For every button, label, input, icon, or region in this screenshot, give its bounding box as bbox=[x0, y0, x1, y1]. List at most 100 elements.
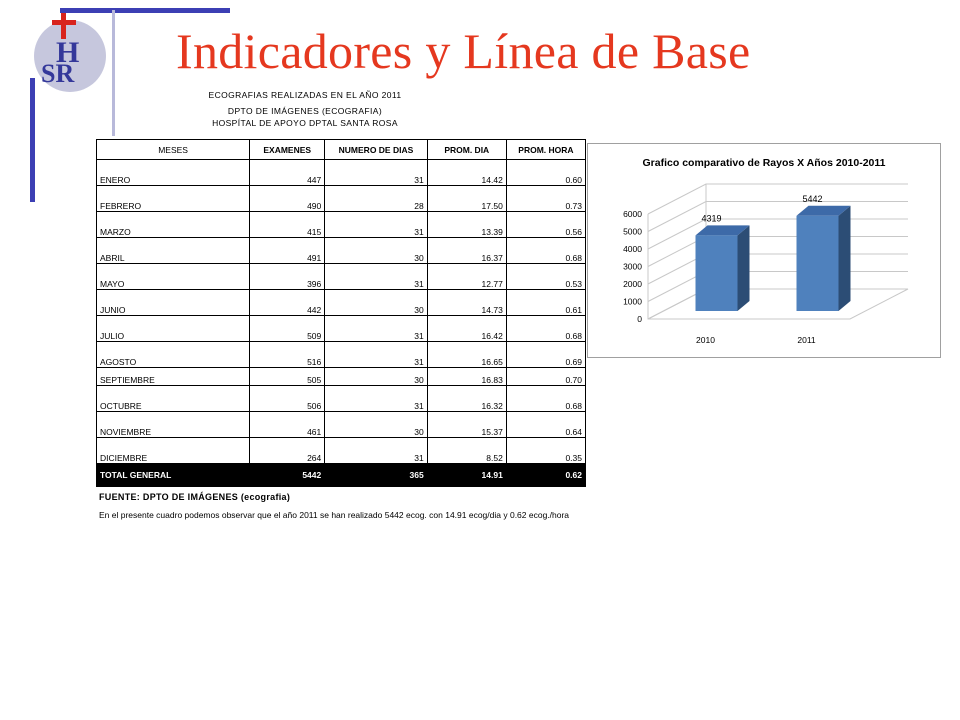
dias-cell: 30 bbox=[324, 411, 428, 438]
table-header-line3: HOSPÍTAL DE APOYO DPTAL SANTA ROSA bbox=[212, 118, 398, 128]
examenes-cell: 461 bbox=[249, 411, 326, 438]
chart-gridline bbox=[647, 271, 908, 302]
table-row: NOVIEMBRE 461 30 15.37 0.64 bbox=[95, 411, 587, 438]
chart-grid bbox=[647, 183, 909, 320]
chart-labels: 0 1000 2000 3000 4000 5000 6000 4319 2010 5442 201… bbox=[623, 194, 822, 345]
page-title: Indicadores y Línea de Base bbox=[176, 23, 751, 79]
month-cell: SEPTIEMBRE bbox=[95, 367, 251, 386]
prom-dia-cell: 16.32 bbox=[426, 385, 507, 412]
summary-note: En el presente cuadro podemos observar q… bbox=[99, 510, 570, 520]
chart-gridline bbox=[647, 288, 908, 320]
bar-front bbox=[695, 235, 738, 311]
dias-cell: 31 bbox=[324, 211, 428, 238]
table-row: SEPTIEMBRE 505 30 16.83 0.70 bbox=[95, 367, 587, 386]
dias-cell: 31 bbox=[324, 385, 428, 412]
table-row: MARZO 415 31 13.39 0.56 bbox=[95, 211, 587, 238]
examenes-cell: 442 bbox=[249, 289, 326, 316]
dias-cell: 28 bbox=[324, 185, 428, 212]
chart-bars bbox=[695, 205, 851, 311]
x-category-label: 2011 bbox=[797, 335, 816, 345]
examenes-cell: 491 bbox=[249, 237, 326, 264]
month-cell: AGOSTO bbox=[95, 341, 251, 368]
accent-bar-left bbox=[30, 78, 35, 202]
table-header-line1: ECOGRAFIAS REALIZADAS EN EL AÑO 2011 bbox=[208, 90, 402, 100]
ecografias-table: MESES EXAMENES NUMERO DE DIAS PROM. DIA … bbox=[95, 139, 587, 487]
prom-hora-cell: 0.73 bbox=[505, 185, 587, 212]
table-header-line2: DPTO DE IMÁGENES (ECOGRAFIA) bbox=[227, 106, 383, 116]
dias-cell: 30 bbox=[324, 237, 428, 264]
total-label-cell: TOTAL GENERAL bbox=[95, 463, 251, 487]
prom-hora-cell: 0.56 bbox=[505, 211, 587, 238]
table-row: AGOSTO 516 31 16.65 0.69 bbox=[95, 341, 587, 368]
dias-cell: 30 bbox=[324, 367, 428, 386]
month-cell: MAYO bbox=[95, 263, 251, 290]
total-examenes-cell: 5442 bbox=[249, 463, 326, 487]
column-header: NUMERO DE DIAS bbox=[324, 139, 428, 160]
chart-gridline bbox=[647, 183, 908, 215]
table-row: ENERO 447 31 14.42 0.60 bbox=[95, 159, 587, 186]
bar-top bbox=[695, 225, 750, 236]
logo-letter-h: H bbox=[56, 36, 79, 69]
chart-floor bbox=[647, 288, 909, 320]
dias-cell: 30 bbox=[324, 289, 428, 316]
accent-bar-vertical-light bbox=[112, 10, 115, 136]
total-dias-cell: 365 bbox=[324, 463, 428, 487]
examenes-cell: 509 bbox=[249, 315, 326, 342]
chart-gridline bbox=[647, 218, 908, 250]
table-row: ABRIL 491 30 16.37 0.68 bbox=[95, 237, 587, 264]
dias-cell: 31 bbox=[324, 159, 428, 186]
chart-gridline bbox=[647, 253, 908, 285]
month-cell: ENERO bbox=[95, 159, 251, 186]
examenes-cell: 506 bbox=[249, 385, 326, 412]
data-label: 5442 bbox=[802, 194, 822, 204]
table-row: JUNIO 442 30 14.73 0.61 bbox=[95, 289, 587, 316]
prom-dia-cell: 12.77 bbox=[426, 263, 507, 290]
bar-side bbox=[838, 205, 851, 311]
table-row: MAYO 396 31 12.77 0.53 bbox=[95, 263, 587, 290]
prom-dia-cell: 16.65 bbox=[426, 341, 507, 368]
prom-dia-cell: 13.39 bbox=[426, 211, 507, 238]
bar-side bbox=[737, 225, 750, 311]
table-row: OCTUBRE 506 31 16.32 0.68 bbox=[95, 385, 587, 412]
column-header: EXAMENES bbox=[249, 139, 326, 160]
chart-title: Grafico comparativo de Rayos X Años 2010… bbox=[643, 157, 886, 169]
dias-cell: 31 bbox=[324, 341, 428, 368]
prom-dia-cell: 17.50 bbox=[426, 185, 507, 212]
prom-hora-cell: 0.70 bbox=[505, 367, 587, 386]
examenes-cell: 415 bbox=[249, 211, 326, 238]
source-note: FUENTE: DPTO DE IMÁGENES (ecografia) bbox=[99, 492, 291, 502]
y-tick-label: 0 bbox=[637, 314, 642, 324]
data-label: 4319 bbox=[701, 213, 721, 223]
examenes-cell: 490 bbox=[249, 185, 326, 212]
y-tick-label: 1000 bbox=[623, 297, 642, 307]
hospital-logo: H SR bbox=[34, 13, 106, 92]
chart-svg: Grafico comparativo de Rayos X Años 2010… bbox=[623, 157, 909, 345]
examenes-cell: 505 bbox=[249, 367, 326, 386]
chart-gridline bbox=[647, 201, 908, 232]
bar-front bbox=[796, 215, 839, 311]
prom-hora-cell: 0.61 bbox=[505, 289, 587, 316]
examenes-cell: 264 bbox=[249, 437, 326, 464]
table-header-row: MESES EXAMENES NUMERO DE DIAS PROM. DIA … bbox=[95, 139, 587, 160]
logo-letters-sr: SR bbox=[41, 59, 74, 88]
prom-hora-cell: 0.68 bbox=[505, 315, 587, 342]
table-row: FEBRERO 490 28 17.50 0.73 bbox=[95, 185, 587, 212]
month-cell: MARZO bbox=[95, 211, 251, 238]
prom-hora-cell: 0.60 bbox=[505, 159, 587, 186]
total-prom-hora-cell: 0.62 bbox=[505, 463, 587, 487]
column-header: PROM. HORA bbox=[505, 139, 587, 160]
month-cell: OCTUBRE bbox=[95, 385, 251, 412]
month-cell: DICIEMBRE bbox=[95, 437, 251, 464]
examenes-cell: 516 bbox=[249, 341, 326, 368]
dias-cell: 31 bbox=[324, 263, 428, 290]
y-tick-label: 5000 bbox=[623, 227, 642, 237]
prom-hora-cell: 0.68 bbox=[505, 237, 587, 264]
prom-hora-cell: 0.64 bbox=[505, 411, 587, 438]
y-tick-label: 3000 bbox=[623, 262, 642, 272]
column-header: MESES bbox=[95, 139, 251, 160]
prom-dia-cell: 16.42 bbox=[426, 315, 507, 342]
prom-hora-cell: 0.53 bbox=[505, 263, 587, 290]
dias-cell: 31 bbox=[324, 315, 428, 342]
prom-dia-cell: 16.37 bbox=[426, 237, 507, 264]
prom-dia-cell: 15.37 bbox=[426, 411, 507, 438]
